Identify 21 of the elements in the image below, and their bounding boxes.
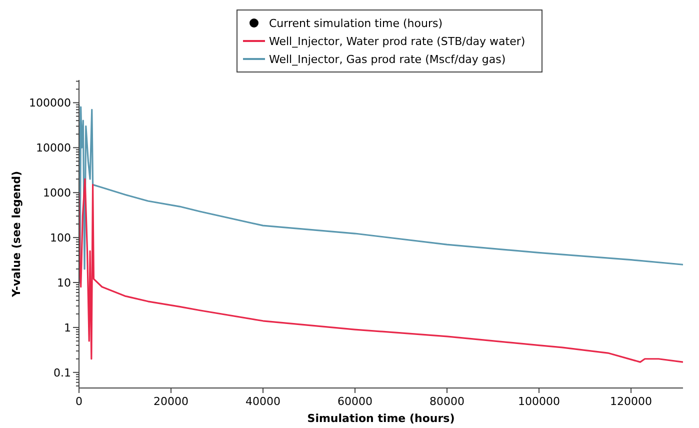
x-axis-title: Simulation time (hours) (307, 412, 455, 425)
x-tick-label: 80000 (430, 395, 465, 408)
line-series (79, 104, 683, 284)
x-tick-label: 20000 (154, 395, 189, 408)
x-tick-label: 100000 (518, 395, 560, 408)
y-tick-label: 1000 (43, 186, 71, 200)
legend-label: Well_Injector, Water prod rate (STB/day water) (269, 34, 526, 48)
x-tick-label: 0 (76, 395, 82, 408)
y-tick-label: 0.1 (54, 366, 71, 380)
y-tick-label: 10 (57, 276, 71, 290)
legend-label: Current simulation time (hours) (269, 16, 443, 30)
y-tick-label: 100000 (29, 96, 71, 110)
y-axis-title: Y-value (see legend) (10, 170, 23, 298)
x-tick-label: 120000 (610, 395, 652, 408)
y-tick-label: 10000 (36, 142, 71, 155)
y-tick-label: 100 (50, 231, 71, 244)
legend-label: Well_Injector, Gas prod rate (Mscf/day gas) (269, 52, 506, 66)
line-series (79, 178, 683, 363)
y-tick-label: 1 (64, 321, 71, 334)
x-tick-label: 40000 (246, 395, 281, 408)
x-tick-label: 60000 (338, 395, 373, 408)
